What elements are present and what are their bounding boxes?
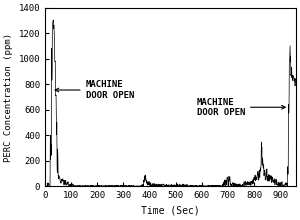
X-axis label: Time (Sec): Time (Sec) xyxy=(141,206,200,216)
Y-axis label: PERC Concentration (ppm): PERC Concentration (ppm) xyxy=(4,33,13,161)
Text: MACHINE
DOOR OPEN: MACHINE DOOR OPEN xyxy=(196,97,285,117)
Text: MACHINE
DOOR OPEN: MACHINE DOOR OPEN xyxy=(55,80,134,100)
